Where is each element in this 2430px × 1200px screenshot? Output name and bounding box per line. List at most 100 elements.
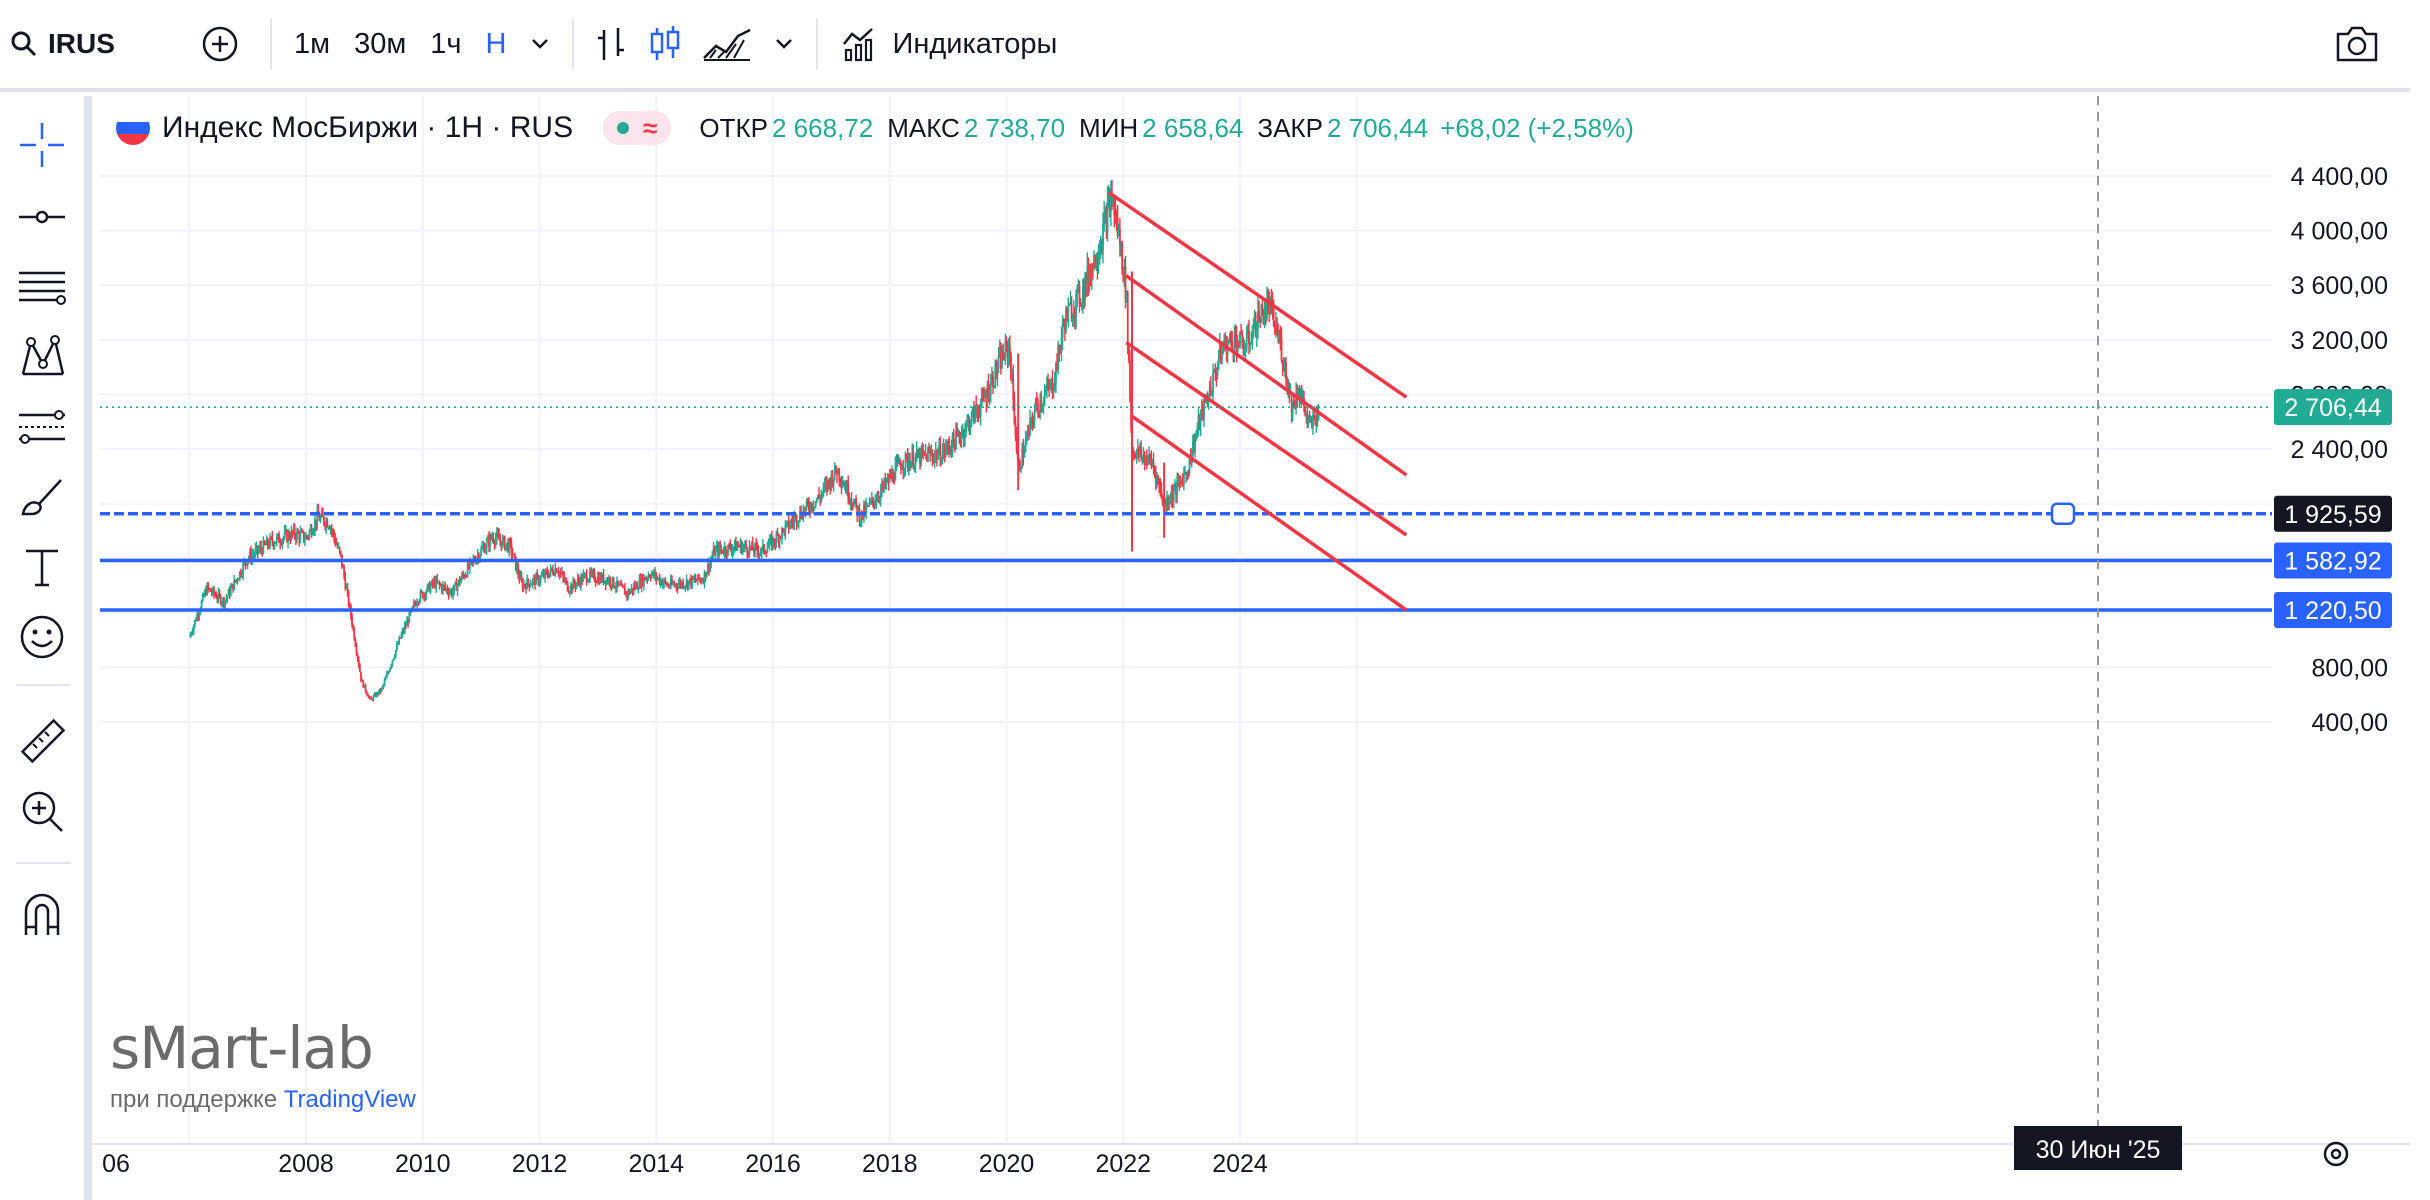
candle-body <box>759 552 762 555</box>
area-chart-button[interactable] <box>692 0 762 90</box>
candle-body <box>1291 401 1294 414</box>
candle-body <box>1277 332 1280 340</box>
candle-body <box>1116 217 1119 236</box>
candle-body <box>664 579 667 583</box>
candle-body <box>546 571 549 576</box>
candle-body <box>226 596 229 599</box>
pattern-tool[interactable] <box>0 322 84 392</box>
interval-30m[interactable]: 30м <box>354 27 407 60</box>
candle-body <box>1175 485 1177 495</box>
candle-body <box>229 588 232 596</box>
candle-body <box>396 644 398 651</box>
candle-body <box>602 574 605 583</box>
candle-body <box>1317 411 1320 420</box>
magnet-tool[interactable] <box>0 880 84 950</box>
candle-body <box>1054 364 1057 383</box>
candle-body <box>1097 255 1100 266</box>
candle-body <box>259 546 261 550</box>
candle-body <box>733 541 736 548</box>
candle-body <box>244 561 247 565</box>
bars-chart-button[interactable] <box>584 0 638 90</box>
candle-body <box>419 591 422 601</box>
price-axis <box>2272 96 2410 1200</box>
tradingview-link[interactable]: TradingView <box>283 1086 416 1113</box>
candle-body <box>1098 253 1101 256</box>
candles-chart-button[interactable] <box>638 0 692 90</box>
candle-body <box>911 452 914 462</box>
candle-body <box>1002 351 1005 359</box>
candle-body <box>464 575 467 578</box>
candle-body <box>1014 422 1017 436</box>
candle-body <box>403 625 406 632</box>
candle-body <box>1021 448 1024 468</box>
candle-body <box>1096 264 1099 267</box>
candle-body <box>1134 455 1137 458</box>
channel-line <box>1125 341 1408 537</box>
candle-body <box>521 581 524 589</box>
candle-body <box>457 579 460 585</box>
snapshot-button[interactable] <box>2334 24 2380 69</box>
candle-body <box>973 408 975 422</box>
candle-body <box>1180 479 1183 482</box>
emoji-tool[interactable] <box>0 602 84 672</box>
candle-body <box>483 546 486 553</box>
candle-body <box>678 581 681 585</box>
forecast-tool[interactable] <box>0 392 84 462</box>
fib-lines-icon <box>19 271 66 305</box>
price-chart[interactable]: 4 400,004 000,003 600,003 200,002 800,00… <box>92 96 2410 1200</box>
compare-add-button[interactable] <box>180 0 260 90</box>
candle-body <box>914 456 917 466</box>
candle-body <box>711 556 714 560</box>
candle-body <box>745 543 747 549</box>
brush-tool[interactable] <box>0 462 84 532</box>
candle-body <box>1266 300 1268 318</box>
interval-1h[interactable]: 1ч <box>430 27 462 60</box>
interval-dropdown[interactable] <box>518 0 562 90</box>
zoom-tool[interactable] <box>0 776 84 846</box>
candle-body <box>814 501 817 507</box>
text-tool[interactable] <box>0 532 84 602</box>
candle-body <box>812 507 815 509</box>
measure-tool[interactable] <box>0 706 84 776</box>
candle-body <box>398 637 401 644</box>
candle-body <box>980 393 983 405</box>
candle-body <box>1067 306 1070 322</box>
chart-type-dropdown[interactable] <box>762 0 806 90</box>
candle-body <box>902 468 905 471</box>
candle-body <box>901 468 903 470</box>
time-tick-label: 2018 <box>862 1150 918 1178</box>
candle-body <box>703 571 706 584</box>
candle-body <box>986 384 989 403</box>
candle-body <box>307 536 310 538</box>
candle-body <box>453 584 456 591</box>
trend-line-tool[interactable] <box>0 182 84 252</box>
indicators-button[interactable]: Индикаторы <box>828 0 1057 90</box>
candle-body <box>291 530 294 534</box>
fib-tool[interactable] <box>0 252 84 322</box>
symbol-search[interactable]: IRUS <box>0 0 180 90</box>
candle-body <box>219 595 222 604</box>
candle-body <box>967 419 970 421</box>
candle-body <box>388 671 390 673</box>
candle-body <box>988 394 991 400</box>
candle-body <box>1117 228 1120 236</box>
candle-body <box>361 680 364 682</box>
candle-body <box>619 584 622 586</box>
chart-pane[interactable]: 4 400,004 000,003 600,003 200,002 800,00… <box>92 96 2410 1200</box>
candle-body <box>421 592 424 598</box>
candle-body <box>374 694 377 697</box>
candle-body <box>1197 415 1200 429</box>
candle-body <box>1110 195 1112 212</box>
candle-body <box>525 585 527 590</box>
interval-1m[interactable]: 1м <box>294 27 331 60</box>
candle-body <box>756 545 759 551</box>
interval-week[interactable]: Н <box>485 27 507 60</box>
candle-body <box>1112 197 1115 206</box>
market-status-badge[interactable]: ≈ <box>603 111 672 145</box>
settings-icon[interactable] <box>2323 1141 2349 1167</box>
crosshair-tool[interactable] <box>0 110 84 180</box>
candle-body <box>712 548 715 557</box>
candle-body <box>706 563 709 573</box>
candle-body <box>1159 486 1162 490</box>
candle-body <box>845 486 847 493</box>
